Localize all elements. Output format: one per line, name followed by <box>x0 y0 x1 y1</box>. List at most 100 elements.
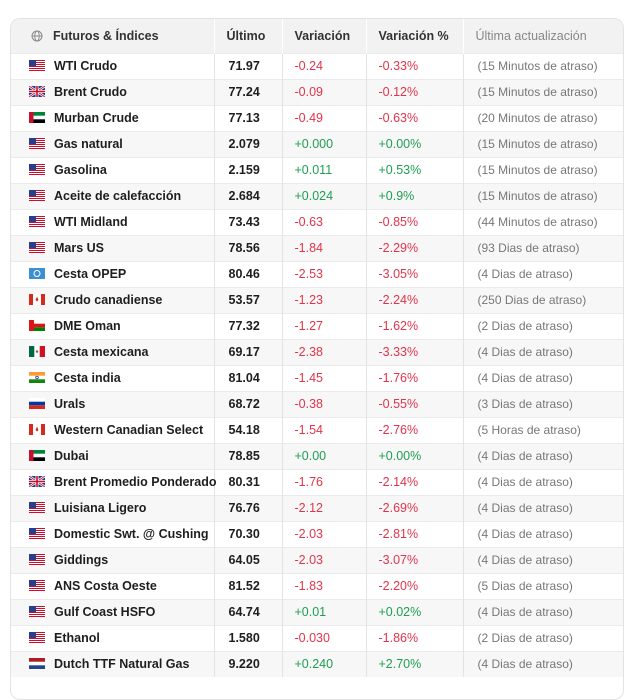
instrument-name[interactable]: Cesta OPEP <box>54 267 127 281</box>
instrument-cell[interactable]: Dutch TTF Natural Gas <box>11 650 215 677</box>
change-percent: -2.76% <box>366 416 464 443</box>
instrument-name[interactable]: Gasolina <box>54 163 107 177</box>
change-value: +0.240 <box>282 650 367 677</box>
instrument-cell[interactable]: Western Canadian Select <box>11 416 215 443</box>
instrument-name[interactable]: Ethanol <box>54 631 100 645</box>
instrument-cell[interactable]: Cesta india <box>11 364 215 391</box>
header-instrument[interactable]: Futuros & Índices <box>11 19 215 53</box>
table-row[interactable]: Brent Crudo 77.24 -0.09 -0.12% (15 Minutos d… <box>11 78 623 105</box>
instrument-name[interactable]: DME Oman <box>54 319 121 333</box>
uae-flag-icon <box>29 450 45 461</box>
instrument-cell[interactable]: Brent Crudo <box>11 78 215 105</box>
table-row[interactable]: Mars US 78.56 -1.84 -2.29% (93 Dias de atras… <box>11 234 623 261</box>
instrument-name[interactable]: Cesta mexicana <box>54 345 149 359</box>
header-updated[interactable]: Última actualización <box>475 28 587 43</box>
instrument-cell[interactable]: Cesta mexicana <box>11 338 215 365</box>
table-row[interactable]: Gulf Coast HSFO 64.74 +0.01 +0.02% (4 Dias d… <box>11 598 623 625</box>
last-price: 77.13 <box>214 104 283 131</box>
table-row[interactable]: Gas natural 2.079 +0.000 +0.00% (15 Minutos … <box>11 130 623 157</box>
instrument-name[interactable]: Giddings <box>54 553 109 567</box>
instrument-cell[interactable]: WTI Crudo <box>11 52 215 79</box>
table-row[interactable]: Murban Crude 77.13 -0.49 -0.63% (20 Minutos … <box>11 104 623 131</box>
instrument-name[interactable]: Cesta india <box>54 371 121 385</box>
table-row[interactable]: Luisiana Ligero 76.76 -2.12 -2.69% (4 Dias d… <box>11 494 623 521</box>
table-row[interactable]: Western Canadian Select 54.18 -1.54 -2.76%(… <box>11 416 623 443</box>
instrument-cell[interactable]: Luisiana Ligero <box>11 494 215 521</box>
header-change-pct[interactable]: Variación % <box>366 19 464 53</box>
table-row[interactable]: Gasolina 2.159 +0.011 +0.53% (15 Minutos de … <box>11 156 623 183</box>
instrument-name[interactable]: Western Canadian Select <box>54 423 204 437</box>
table-row[interactable]: Crudo canadiense 53.57 -1.23 -2.24% (250 Dia… <box>11 286 623 313</box>
change-value: +0.01 <box>282 598 367 625</box>
instrument-name[interactable]: Gas natural <box>54 137 123 151</box>
table-row[interactable]: Cesta OPEP 80.46 -2.53 -3.05% (4 Dias de atr… <box>11 260 623 287</box>
last-updated: (4 Dias de atraso) <box>463 598 623 625</box>
header-change[interactable]: Variación <box>282 19 367 53</box>
instrument-cell[interactable]: Urals <box>11 390 215 417</box>
instrument-name[interactable]: Domestic Swt. @ Cushing <box>54 527 209 541</box>
instrument-cell[interactable]: Mars US <box>11 234 215 261</box>
instrument-cell[interactable]: Gas natural <box>11 130 215 157</box>
instrument-name[interactable]: Crudo canadiense <box>54 293 163 307</box>
table-row[interactable]: DME Oman 77.32 -1.27 -1.62% (2 Dias de atras… <box>11 312 623 339</box>
instrument-name[interactable]: WTI Crudo <box>54 59 118 73</box>
table-row[interactable]: Dutch TTF Natural Gas 9.220 +0.240 +2.70% (4… <box>11 650 623 677</box>
last-updated: (4 Dias de atraso) <box>463 468 623 495</box>
instrument-name[interactable]: Luisiana Ligero <box>54 501 147 515</box>
last-updated: (2 Dias de atraso) <box>463 624 623 651</box>
table-row[interactable]: Dubai 78.85 +0.00 +0.00% (4 Dias de atraso) <box>11 442 623 469</box>
instrument-cell[interactable]: Crudo canadiense <box>11 286 215 313</box>
last-price: 70.30 <box>214 520 283 547</box>
instrument-cell[interactable]: Ethanol <box>11 624 215 651</box>
change-value: -1.23 <box>282 286 367 313</box>
last-updated: (15 Minutos de atraso) <box>463 78 623 105</box>
instrument-name[interactable]: Dutch TTF Natural Gas <box>54 657 190 672</box>
instrument-cell[interactable]: ANS Costa Oeste <box>11 572 215 599</box>
instrument-name[interactable]: ANS Costa Oeste <box>54 579 157 593</box>
instrument-name[interactable]: Urals <box>54 397 86 411</box>
change-value: -2.38 <box>282 338 367 365</box>
last-price: 9.220 <box>214 650 283 677</box>
instrument-cell[interactable]: Cesta OPEP <box>11 260 215 287</box>
table-row[interactable]: Giddings 64.05 -2.03 -3.07% (4 Dias de atras… <box>11 546 623 573</box>
table-row[interactable]: Ethanol 1.580 -0.030 -1.86% (2 Dias de atras… <box>11 624 623 651</box>
instrument-cell[interactable]: Giddings <box>11 546 215 573</box>
instrument-cell[interactable]: Murban Crude <box>11 104 215 131</box>
instrument-cell[interactable]: Domestic Swt. @ Cushing <box>11 520 215 547</box>
instrument-cell[interactable]: Gasolina <box>11 156 215 183</box>
table-row[interactable]: WTI Midland 73.43 -0.63 -0.85% (44 Minutos d… <box>11 208 623 235</box>
instrument-name[interactable]: Dubai <box>54 449 89 463</box>
table-row[interactable]: Urals 68.72 -0.38 -0.55% (3 Dias de atraso) <box>11 390 623 417</box>
table-row[interactable]: Cesta mexicana 69.17 -2.38 -3.33% (4 Dias de… <box>11 338 623 365</box>
change-percent: -2.69% <box>366 494 464 521</box>
instrument-name[interactable]: Gulf Coast HSFO <box>54 605 156 619</box>
instrument-name[interactable]: Brent Crudo <box>54 85 127 99</box>
change-value: -1.76 <box>282 468 367 495</box>
instrument-name[interactable]: Mars US <box>54 241 105 255</box>
last-price: 80.46 <box>214 260 283 287</box>
instrument-cell[interactable]: Aceite de calefacción <box>11 182 215 209</box>
instrument-cell[interactable]: DME Oman <box>11 312 215 339</box>
table-row[interactable]: Brent Promedio Ponderado 80.31 -1.76 -2.14%… <box>11 468 623 495</box>
instrument-cell[interactable]: WTI Midland <box>11 208 215 235</box>
instrument-name[interactable]: Murban Crude <box>54 111 139 125</box>
change-percent: -2.20% <box>366 572 464 599</box>
change-value: -1.27 <box>282 312 367 339</box>
table-row[interactable]: ANS Costa Oeste 81.52 -1.83 -2.20% (5 Dias d… <box>11 572 623 599</box>
instrument-cell[interactable]: Dubai <box>11 442 215 469</box>
table-row[interactable]: Cesta india 81.04 -1.45 -1.76% (4 Dias de at… <box>11 364 623 391</box>
table-row[interactable]: Aceite de calefacción 2.684 +0.024 +0.9% (15… <box>11 182 623 209</box>
table-row[interactable]: WTI Crudo 71.97 -0.24 -0.33% (15 Minutos de … <box>11 52 623 79</box>
instrument-name[interactable]: Aceite de calefacción <box>54 189 182 203</box>
change-value: -2.03 <box>282 546 367 573</box>
instrument-name[interactable]: Brent Promedio Ponderado <box>54 475 217 489</box>
instrument-cell[interactable]: Brent Promedio Ponderado <box>11 468 217 495</box>
oman-flag-icon <box>29 320 45 331</box>
table-row[interactable]: Domestic Swt. @ Cushing 70.30 -2.03 -2.81%(… <box>11 520 623 547</box>
change-percent: +0.9% <box>366 182 464 209</box>
change-value: +0.000 <box>282 130 367 157</box>
instrument-name[interactable]: WTI Midland <box>54 215 128 229</box>
header-last[interactable]: Último <box>214 19 283 53</box>
instrument-cell[interactable]: Gulf Coast HSFO <box>11 598 215 625</box>
uae-flag-icon <box>29 112 45 123</box>
